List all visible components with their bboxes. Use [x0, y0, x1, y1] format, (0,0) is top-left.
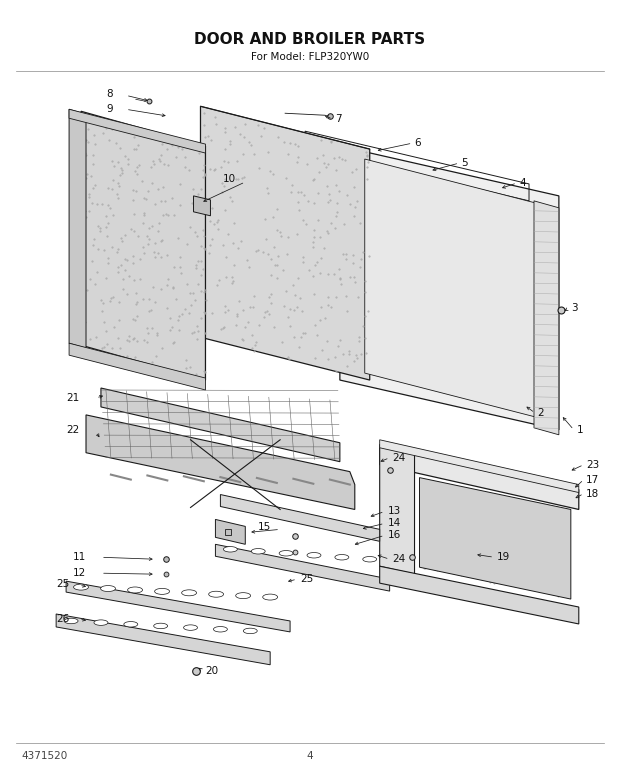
Ellipse shape [154, 623, 167, 629]
Text: 17: 17 [586, 475, 599, 485]
Ellipse shape [74, 584, 89, 590]
Text: 22: 22 [66, 425, 79, 435]
Polygon shape [379, 566, 579, 624]
Polygon shape [101, 388, 340, 461]
Polygon shape [379, 439, 579, 493]
Polygon shape [193, 196, 210, 216]
Text: 21: 21 [66, 393, 79, 403]
Ellipse shape [64, 619, 78, 624]
Polygon shape [66, 581, 290, 632]
Ellipse shape [335, 554, 349, 560]
Text: 26: 26 [56, 614, 69, 624]
Polygon shape [81, 111, 205, 380]
Text: 1: 1 [577, 425, 583, 435]
Polygon shape [69, 109, 205, 153]
Ellipse shape [363, 557, 377, 562]
Polygon shape [56, 614, 270, 665]
Ellipse shape [307, 553, 321, 558]
Polygon shape [340, 146, 559, 430]
Ellipse shape [184, 625, 198, 630]
Text: 19: 19 [497, 552, 510, 562]
Polygon shape [215, 544, 389, 591]
Text: 7: 7 [335, 114, 342, 124]
Text: 25: 25 [300, 574, 313, 584]
Text: 18: 18 [586, 489, 599, 499]
Ellipse shape [213, 626, 228, 632]
Text: 15: 15 [259, 522, 272, 533]
Ellipse shape [279, 551, 293, 556]
Polygon shape [534, 201, 559, 435]
Text: 4371520: 4371520 [21, 752, 68, 762]
Polygon shape [379, 445, 579, 509]
Polygon shape [200, 106, 370, 380]
Polygon shape [379, 445, 415, 574]
Text: 10: 10 [223, 174, 236, 184]
Text: 4: 4 [519, 178, 526, 188]
Ellipse shape [100, 586, 115, 591]
Ellipse shape [251, 548, 265, 554]
Text: 20: 20 [205, 665, 219, 676]
Text: DOOR AND BROILER PARTS: DOOR AND BROILER PARTS [195, 32, 425, 47]
Text: 4: 4 [307, 752, 313, 762]
Polygon shape [365, 159, 539, 418]
Text: 16: 16 [388, 530, 401, 540]
Text: 14: 14 [388, 518, 401, 529]
Text: 8: 8 [106, 89, 113, 99]
Polygon shape [69, 343, 205, 390]
Ellipse shape [154, 588, 169, 594]
Ellipse shape [263, 594, 278, 600]
Ellipse shape [209, 591, 224, 597]
Ellipse shape [243, 628, 257, 633]
Polygon shape [69, 109, 86, 348]
Polygon shape [86, 415, 355, 509]
Ellipse shape [223, 547, 237, 552]
Ellipse shape [236, 593, 250, 599]
Text: 13: 13 [388, 507, 401, 516]
Text: For Model: FLP320YW0: For Model: FLP320YW0 [251, 52, 369, 62]
Ellipse shape [94, 620, 108, 626]
Text: 25: 25 [56, 579, 69, 589]
Text: 24: 24 [392, 554, 406, 565]
Text: 23: 23 [586, 460, 599, 470]
Ellipse shape [182, 590, 197, 596]
Text: 11: 11 [73, 552, 86, 562]
Text: 6: 6 [415, 138, 421, 148]
Text: 12: 12 [73, 569, 86, 578]
Polygon shape [220, 494, 379, 541]
Text: 5: 5 [461, 158, 468, 168]
Ellipse shape [128, 587, 143, 593]
Text: 3: 3 [571, 303, 577, 314]
Text: 24: 24 [392, 453, 406, 463]
Polygon shape [215, 519, 246, 544]
Polygon shape [420, 478, 571, 599]
Text: 2: 2 [537, 408, 544, 418]
Ellipse shape [124, 622, 138, 627]
Text: 9: 9 [106, 104, 113, 114]
